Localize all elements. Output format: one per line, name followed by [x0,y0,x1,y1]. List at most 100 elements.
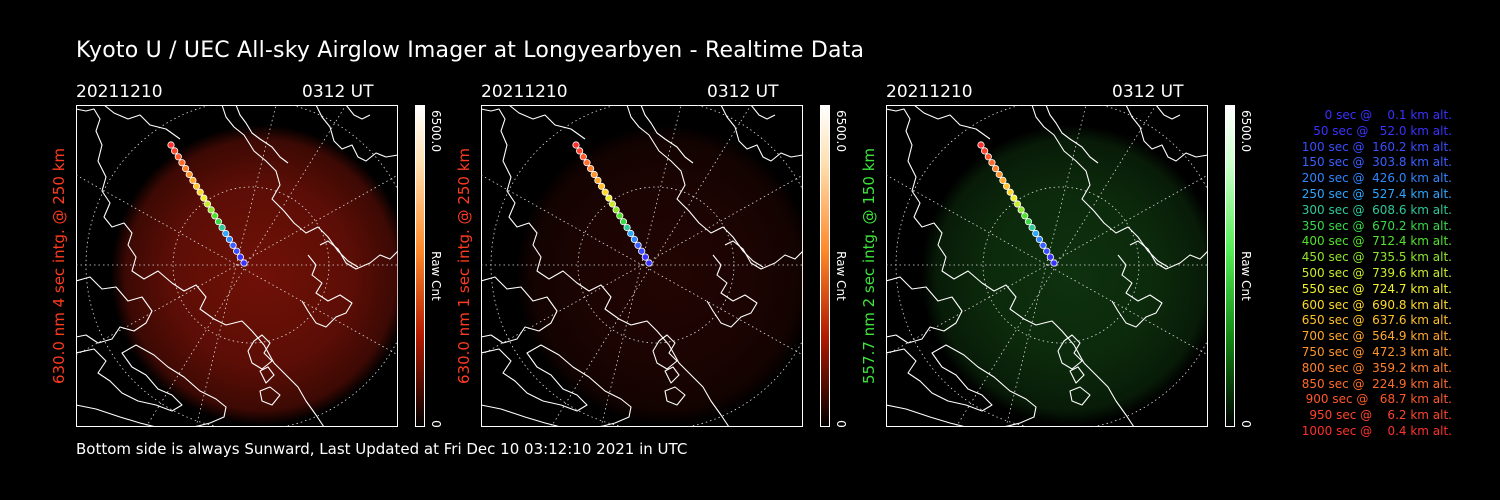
trajectory-point [178,159,186,167]
grid-line [600,105,682,427]
coastline [664,386,686,406]
trajectory-point [189,176,197,185]
coastline [76,344,227,427]
all-sky-image [886,105,1208,427]
grid-line [76,174,398,356]
page-title: Kyoto U / UEC All-sky Airglow Imager at … [76,38,865,63]
trajectory-point [1013,200,1022,208]
grid-line [550,105,752,427]
trajectory-point [211,212,219,220]
trajectory-point [619,218,628,226]
trajectory-point [167,141,175,149]
airglow-field [921,125,1208,425]
coastline [221,105,359,268]
trajectory-point [638,247,646,255]
footer-status: Bottom side is always Sunward, Last Upda… [76,440,688,458]
legend-row: 50 sec @ 52.0 km alt. [1305,123,1452,138]
coastline [301,254,353,328]
side-label-text: 557.7 nm 2 sec intg. @ 150 km [860,147,878,385]
trajectory-point [572,141,580,149]
trajectory-point [225,235,233,243]
trajectory-point [1010,194,1018,202]
coastline [640,105,694,164]
trajectory-point [641,253,649,261]
coastline [235,105,289,164]
trajectory-point [988,159,996,167]
grid-line [886,174,1208,356]
coastline [481,276,558,344]
legend-row: 200 sec @ 426.0 km alt. [1297,171,1452,186]
panel-side-label: 630.0 nm 4 sec intg. @ 250 km [48,105,70,427]
airglow-field [516,125,803,425]
trajectory-point [1046,253,1054,261]
grid-line [955,105,1157,427]
trajectory-point [583,159,591,167]
trajectory-point [222,229,230,238]
coastline [315,105,398,162]
trajectory-point [233,247,241,255]
side-label-text: 630.0 nm 1 sec intg. @ 250 km [455,147,473,385]
coastline [1031,105,1169,268]
grid-line [145,105,347,427]
coastline [481,404,562,427]
legend-row: 450 sec @ 735.5 km alt. [1297,250,1452,265]
trajectory-point [240,259,248,267]
trajectory-point [601,188,609,196]
trajectory-legend: 0 sec @ 0.1 km alt. 50 sec @ 52.0 km alt… [1262,108,1452,440]
trajectory-point [182,164,190,173]
trajectory-point [1024,218,1033,226]
legend-row: 0 sec @ 0.1 km alt. [1313,108,1452,122]
trajectory-point [999,176,1007,185]
trajectory-point [995,170,1003,179]
trajectory-point [218,224,226,232]
panel-time: 0312 UT [302,82,374,102]
coastline [319,240,398,270]
trajectory-point [984,153,992,161]
coastline [750,105,776,120]
trajectory-point [634,241,642,249]
coastline [886,108,1135,427]
coastline [706,254,758,328]
coastline [886,344,1037,427]
trajectory-point [576,147,584,155]
trajectory-point [214,218,223,226]
grid-line [76,174,398,356]
coastline [724,240,803,270]
coastline [259,366,275,384]
coastline [1057,334,1083,370]
trajectory-point [192,182,201,190]
colorbar [415,105,425,427]
legend-row: 100 sec @ 160.2 km alt. [1297,139,1452,154]
trajectory-point [597,182,606,190]
trajectory-point [608,200,617,208]
trajectory-point [623,224,631,232]
trajectory-point [1021,212,1029,220]
coastline [76,404,157,427]
panel-date: 20211210 [886,82,973,102]
legend-row: 850 sec @ 224.9 km alt. [1297,376,1452,391]
legend-row: 700 sec @ 564.9 km alt. [1297,329,1452,344]
trajectory-point [1043,247,1051,255]
trajectory-point [196,188,204,196]
trajectory-point [207,206,215,214]
coastline [1125,105,1208,162]
legend-row: 900 sec @ 68.7 km alt. [1301,392,1452,407]
trajectory-point [1002,182,1011,190]
trajectory-point [645,259,653,267]
trajectory-point [977,141,985,149]
grid-line [481,174,803,356]
coastline [626,105,764,268]
trajectory-point [171,147,179,155]
grid-line [481,174,803,356]
legend-row: 800 sec @ 359.2 km alt. [1297,360,1452,375]
coastline [103,105,181,140]
coastline [886,276,963,344]
coastline [76,276,153,344]
panel-date: 20211210 [481,82,568,102]
trajectory-point [630,235,638,243]
trajectory-point [627,229,635,238]
legend-row: 600 sec @ 690.8 km alt. [1297,297,1452,312]
panel-date: 20211210 [76,82,163,102]
grid-line [195,105,277,427]
legend-row: 1000 sec @ 0.4 km alt. [1301,423,1452,438]
